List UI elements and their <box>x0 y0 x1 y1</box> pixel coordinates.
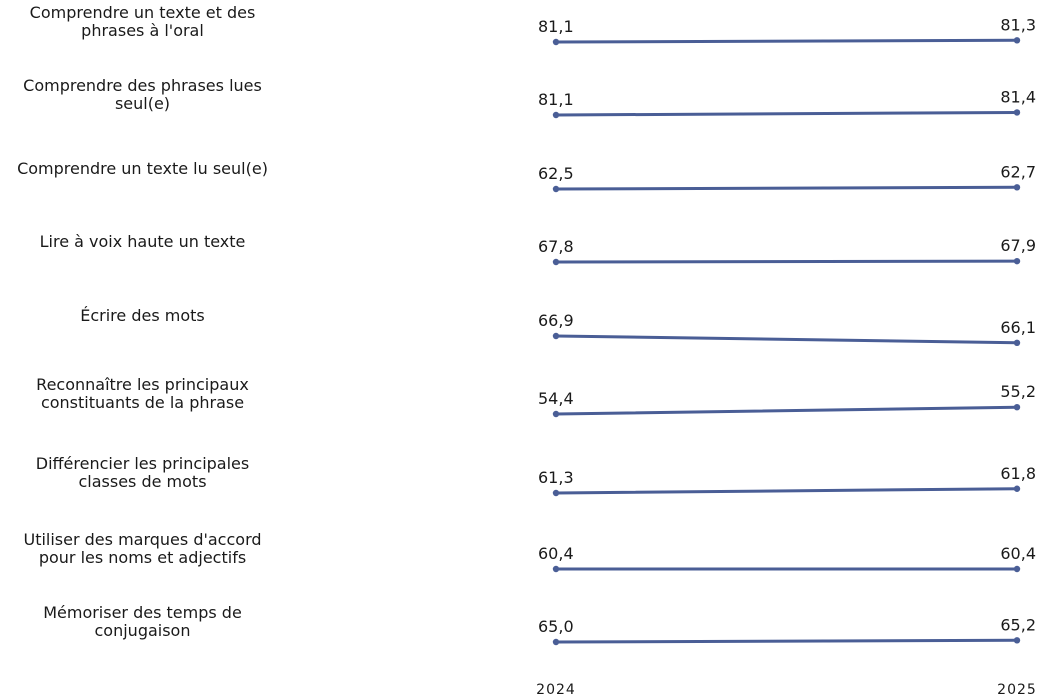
point-2024 <box>552 410 560 418</box>
row-label: Comprendre des phrases lues seul(e) <box>23 76 262 113</box>
point-2024 <box>552 258 560 266</box>
data-label-2025: 62,7 <box>1000 162 1036 181</box>
point-2024 <box>552 638 560 646</box>
point-2025 <box>1013 637 1021 644</box>
point-2025 <box>1013 485 1021 492</box>
data-label-2024: 60,4 <box>538 544 574 563</box>
row-label: Lire à voix haute un texte <box>39 232 246 251</box>
data-label-2024: 62,5 <box>538 164 574 183</box>
series-line <box>554 110 1019 117</box>
series-line <box>554 38 1019 44</box>
series-line <box>554 638 1019 644</box>
point-2025 <box>1013 257 1021 265</box>
row-label: Comprendre un texte lu seul(e) <box>17 159 268 178</box>
data-label-2024: 66,9 <box>538 311 574 330</box>
point-2024 <box>552 111 560 119</box>
x-tick-label: 2024 <box>536 682 576 697</box>
row-label: Utiliser des marques d'accord pour les n… <box>23 530 262 567</box>
data-label-2025: 60,4 <box>1000 544 1036 563</box>
series-line <box>554 405 1019 416</box>
row-label: Reconnaître les principaux constituants … <box>36 375 249 412</box>
point-2024 <box>552 332 560 340</box>
row-label: Écrire des mots <box>80 306 205 325</box>
series-line <box>554 334 1019 345</box>
point-2024 <box>552 185 560 193</box>
data-label-2025: 81,4 <box>1000 87 1036 106</box>
data-label-2025: 66,1 <box>1000 318 1036 337</box>
series-line <box>554 185 1019 191</box>
row-label: Mémoriser des temps de conjugaison <box>43 603 242 640</box>
point-2024 <box>552 489 560 497</box>
data-label-2025: 61,8 <box>1000 464 1036 483</box>
data-label-2024: 81,1 <box>538 90 574 109</box>
point-2025 <box>1013 404 1021 411</box>
data-label-2024: 54,4 <box>538 389 574 408</box>
point-2024 <box>552 565 560 573</box>
data-label-2025: 65,2 <box>1000 615 1036 634</box>
point-2025 <box>1013 109 1021 116</box>
point-2025 <box>1013 184 1021 191</box>
data-label-2025: 81,3 <box>1000 15 1036 34</box>
data-label-2024: 81,1 <box>538 17 574 36</box>
point-2024 <box>552 38 560 46</box>
x-tick-label: 2025 <box>997 682 1037 697</box>
data-label-2024: 61,3 <box>538 468 574 487</box>
row-label: Différencier les principales classes de … <box>35 454 250 491</box>
row-label: Comprendre un texte et des phrases à l'o… <box>29 3 256 40</box>
data-label-2025: 67,9 <box>1000 236 1036 255</box>
data-label-2024: 67,8 <box>538 237 574 256</box>
point-2025 <box>1013 339 1021 346</box>
data-label-2025: 55,2 <box>1000 382 1036 401</box>
series-line <box>554 487 1019 495</box>
point-2025 <box>1013 37 1021 44</box>
series-line <box>554 259 1019 264</box>
data-label-2024: 65,0 <box>538 617 574 636</box>
point-2025 <box>1013 565 1021 573</box>
